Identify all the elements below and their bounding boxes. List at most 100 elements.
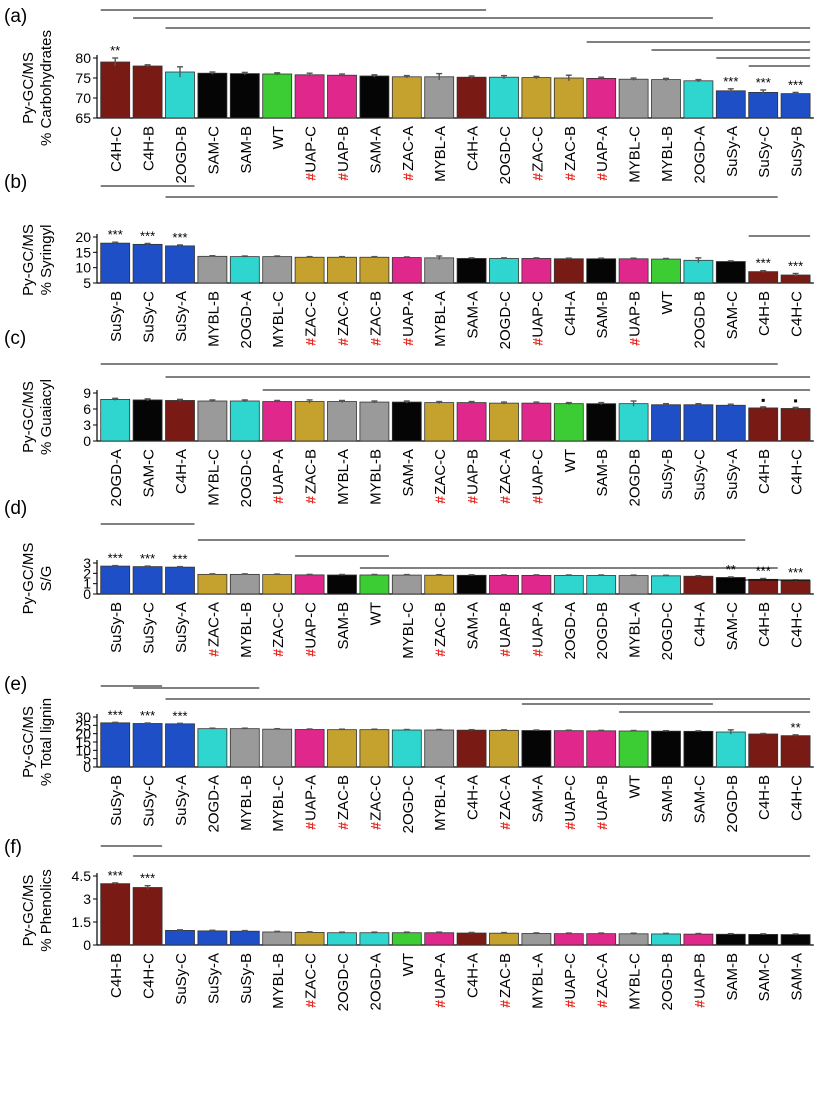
y-tick-label: 4.5 bbox=[72, 868, 92, 884]
category-label-group: SuSy-B bbox=[108, 291, 125, 342]
bar-ZAC-C bbox=[263, 575, 292, 594]
category-label: ZAC-B bbox=[335, 775, 352, 820]
hash-mark: # bbox=[691, 1000, 707, 1008]
category-label: SAM-C bbox=[205, 126, 222, 175]
category-label-group: UAP-A# bbox=[270, 449, 287, 504]
category-label-group: SuSy-C bbox=[691, 449, 708, 501]
category-label-group: SAM-B bbox=[724, 953, 741, 1001]
hash-mark: # bbox=[529, 173, 545, 181]
category-label-group: SuSy-C bbox=[756, 126, 773, 178]
y-tick-label: 5 bbox=[83, 275, 91, 291]
category-label: MYBL-A bbox=[627, 602, 644, 658]
y-tick-label: 0 bbox=[83, 433, 91, 449]
category-label: SuSy-C bbox=[173, 953, 190, 1005]
bar-WT bbox=[392, 933, 421, 945]
significance-mark: *** bbox=[172, 708, 187, 723]
category-label-group: ZAC-C# bbox=[303, 953, 320, 1008]
category-label: 2OGD-C bbox=[497, 126, 514, 185]
hash-mark: # bbox=[594, 173, 610, 181]
category-label-group: ZAC-B # bbox=[367, 291, 384, 346]
significance-mark: *** bbox=[756, 256, 771, 271]
hash-mark: # bbox=[303, 338, 319, 346]
hash-mark: # bbox=[303, 173, 319, 181]
hash-mark: # bbox=[562, 1000, 578, 1008]
y-tick-label: 75 bbox=[75, 70, 91, 86]
bar-C4H-C bbox=[101, 62, 130, 118]
category-label: 2OGD-B bbox=[173, 126, 190, 184]
bar-WT bbox=[360, 575, 389, 594]
category-label-group: MYBL-C bbox=[627, 953, 644, 1010]
bar-C4H-B bbox=[101, 884, 130, 945]
category-label-group: 2OGD-C bbox=[335, 953, 352, 1012]
category-label-group: SAM-B bbox=[659, 775, 676, 823]
category-label-group: C4H-C bbox=[789, 775, 806, 821]
bar-WT bbox=[619, 731, 648, 767]
category-label: 2OGD-C bbox=[497, 291, 514, 350]
y-axis-label: Py-GC/MS bbox=[20, 706, 37, 778]
bar-C4H-C bbox=[781, 581, 810, 594]
category-label: SAM-B bbox=[594, 449, 611, 497]
significance-mark: *** bbox=[140, 708, 155, 723]
category-label-group: ZAC-C# bbox=[303, 291, 320, 346]
category-label-group: WT bbox=[659, 291, 676, 314]
y-axis-label: % Carbohydrates bbox=[38, 30, 55, 146]
category-label: MYBL-A bbox=[432, 126, 449, 182]
category-label: WT bbox=[400, 953, 417, 976]
category-label: UAP-B bbox=[594, 775, 611, 821]
hash-mark: # bbox=[335, 173, 351, 181]
bar-C4H-A bbox=[457, 730, 486, 767]
category-label: WT bbox=[627, 775, 644, 798]
category-label: SuSy-A bbox=[724, 449, 741, 500]
bar-UAP-B bbox=[328, 75, 357, 118]
bar-SuSy-A bbox=[198, 931, 227, 945]
bar-SAM-C bbox=[133, 400, 162, 441]
category-label: MYBL-C bbox=[270, 291, 287, 348]
category-label: MYBL-A bbox=[432, 291, 449, 347]
category-label-group: SAM-B bbox=[594, 291, 611, 339]
category-label-group: ZAC-A # bbox=[205, 602, 222, 657]
category-label-group: SAM-C bbox=[724, 602, 741, 651]
bar-2OGD-B bbox=[619, 404, 648, 441]
bar-C4H-A bbox=[166, 400, 195, 441]
hash-mark: # bbox=[303, 496, 319, 504]
category-label: MYBL-A bbox=[529, 953, 546, 1009]
category-label: MYBL-B bbox=[659, 126, 676, 182]
category-label: SAM-A bbox=[529, 775, 546, 823]
significance-mark: *** bbox=[172, 552, 187, 567]
category-label: SuSy-B bbox=[238, 953, 255, 1004]
bar-ZAC-B bbox=[554, 78, 583, 118]
bar-SuSy-B bbox=[652, 405, 681, 441]
category-label-group: C4H-A bbox=[562, 291, 579, 336]
category-label: MYBL-A bbox=[432, 775, 449, 831]
category-label: UAP-C bbox=[529, 291, 546, 338]
bar-C4H-C bbox=[781, 408, 810, 441]
category-label-group: MYBL-A bbox=[432, 775, 449, 831]
category-label-group: UAP-C# bbox=[562, 775, 579, 830]
category-label: MYBL-C bbox=[205, 449, 222, 506]
category-label: SuSy-B bbox=[789, 126, 806, 177]
bar-WT bbox=[652, 259, 681, 283]
category-label-group: SuSy-A bbox=[173, 602, 190, 653]
y-tick-label: 1.5 bbox=[72, 914, 92, 930]
category-label: SuSy-C bbox=[141, 291, 158, 343]
category-label: ZAC-B bbox=[432, 602, 449, 647]
hash-mark: # bbox=[497, 1000, 513, 1008]
category-label: UAP-B bbox=[465, 449, 482, 495]
category-label: C4H-A bbox=[465, 775, 482, 820]
bar-MYBL-A bbox=[328, 402, 357, 441]
category-label: MYBL-C bbox=[627, 953, 644, 1010]
category-label-group: 2OGD-A bbox=[562, 602, 579, 660]
category-label-group: SAM-A bbox=[367, 126, 384, 174]
bar-MYBL-B bbox=[230, 729, 259, 767]
category-label: 2OGD-C bbox=[335, 953, 352, 1012]
hash-mark: # bbox=[303, 649, 319, 657]
category-label-group: UAP-C# bbox=[303, 126, 320, 181]
bar-ZAC-A bbox=[490, 730, 519, 767]
bar-2OGD-B bbox=[166, 72, 195, 118]
category-label-group: ZAC-A # bbox=[335, 291, 352, 346]
bar-SuSy-A bbox=[166, 246, 195, 283]
y-tick-label: 10 bbox=[75, 260, 91, 276]
bar-ZAC-C bbox=[425, 403, 454, 441]
bar-UAP-A bbox=[425, 933, 454, 945]
